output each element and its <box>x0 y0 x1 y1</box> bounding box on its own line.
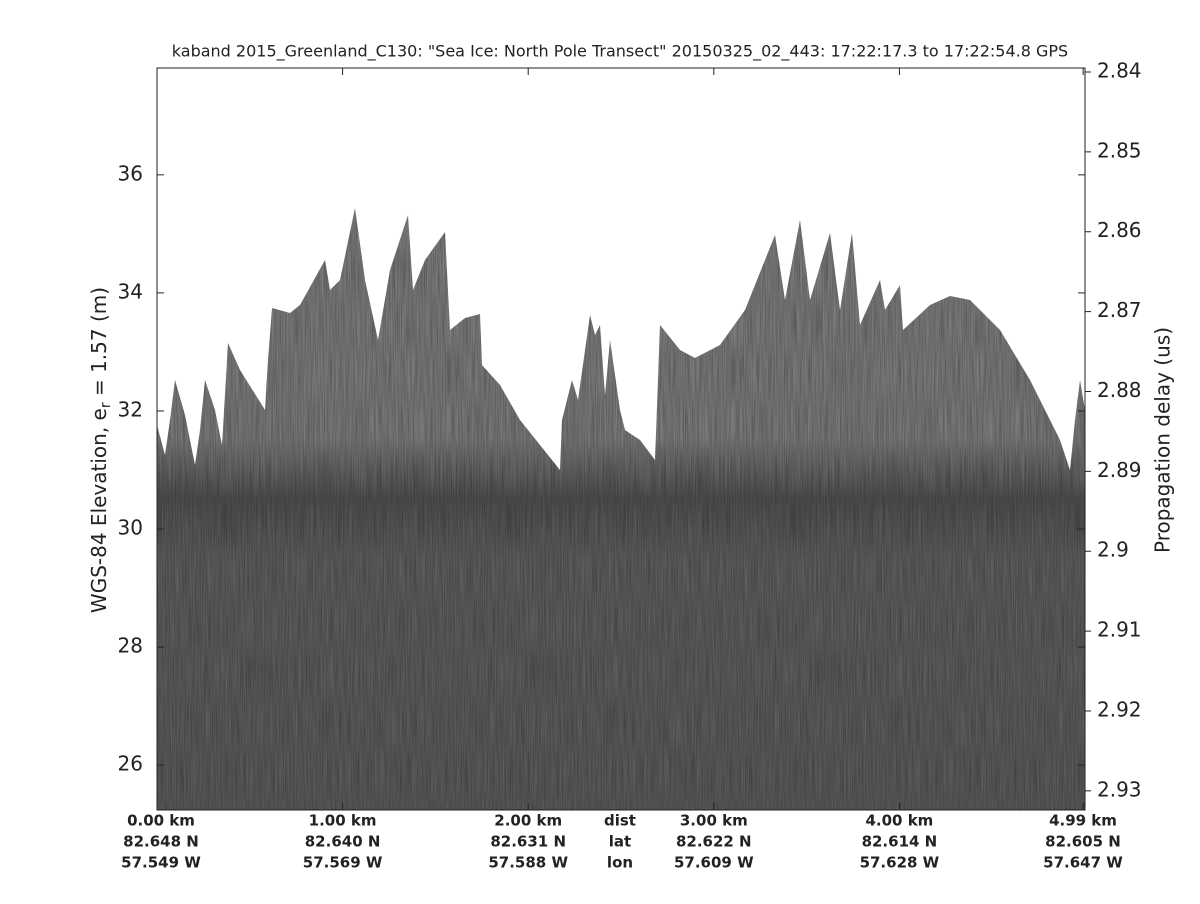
y-tick-label: 36 <box>118 161 143 185</box>
plot-frame <box>156 67 1086 811</box>
y2-tick-label: 2.88 <box>1097 378 1142 402</box>
y2-tick-label: 2.92 <box>1097 697 1142 721</box>
y2-axis-label: Propagation delay (us) <box>1151 327 1175 553</box>
lon-label: 57.628 W <box>860 854 940 872</box>
lat-label: 82.631 N <box>490 833 566 851</box>
x-tick-label: 4.99 km <box>1049 812 1117 830</box>
x-tick-label: 4.00 km <box>865 812 933 830</box>
y-tick-label: 28 <box>118 634 143 658</box>
y-tick-label: 32 <box>118 397 143 421</box>
row-label: dist <box>604 812 636 830</box>
lon-label: 57.569 W <box>303 854 383 872</box>
lon-label: 57.588 W <box>488 854 568 872</box>
y2-tick-label: 2.86 <box>1097 218 1142 242</box>
y-label-sub: r <box>98 402 114 408</box>
lon-label: 57.609 W <box>674 854 754 872</box>
y-tick-label: 26 <box>118 752 143 776</box>
lat-label: 82.648 N <box>123 833 199 851</box>
y2-tick-label: 2.87 <box>1097 298 1142 322</box>
chart-title: kaband 2015_Greenland_C130: "Sea Ice: No… <box>172 42 1068 62</box>
x-tick-label: 2.00 km <box>494 812 562 830</box>
y-tick-label: 34 <box>118 279 143 303</box>
echogram <box>157 68 1085 810</box>
x-tick-label: 1.00 km <box>309 812 377 830</box>
lon-label: 57.647 W <box>1043 854 1123 872</box>
y2-tick-label: 2.93 <box>1097 777 1142 801</box>
y-label-tail: = 1.57 (m) <box>87 287 111 402</box>
x-tick-label: 3.00 km <box>680 812 748 830</box>
y2-tick-label: 2.91 <box>1097 618 1142 642</box>
y-tick-label: 30 <box>118 516 143 540</box>
row-label: lat <box>609 833 631 851</box>
lat-label: 82.622 N <box>676 833 752 851</box>
lat-label: 82.640 N <box>305 833 381 851</box>
y2-tick-label: 2.9 <box>1097 538 1129 562</box>
y2-tick-label: 2.84 <box>1097 58 1142 82</box>
y2-tick-label: 2.89 <box>1097 458 1142 482</box>
lat-label: 82.605 N <box>1045 833 1121 851</box>
y2-tick-label: 2.85 <box>1097 138 1142 162</box>
lat-label: 82.614 N <box>862 833 938 851</box>
x-tick-label: 0.00 km <box>127 812 195 830</box>
y-axis-label: WGS-84 Elevation, er = 1.57 (m) <box>87 287 115 613</box>
y-label-main: WGS-84 Elevation, e <box>87 408 111 613</box>
lon-label: 57.549 W <box>121 854 201 872</box>
row-label: lon <box>607 854 633 872</box>
